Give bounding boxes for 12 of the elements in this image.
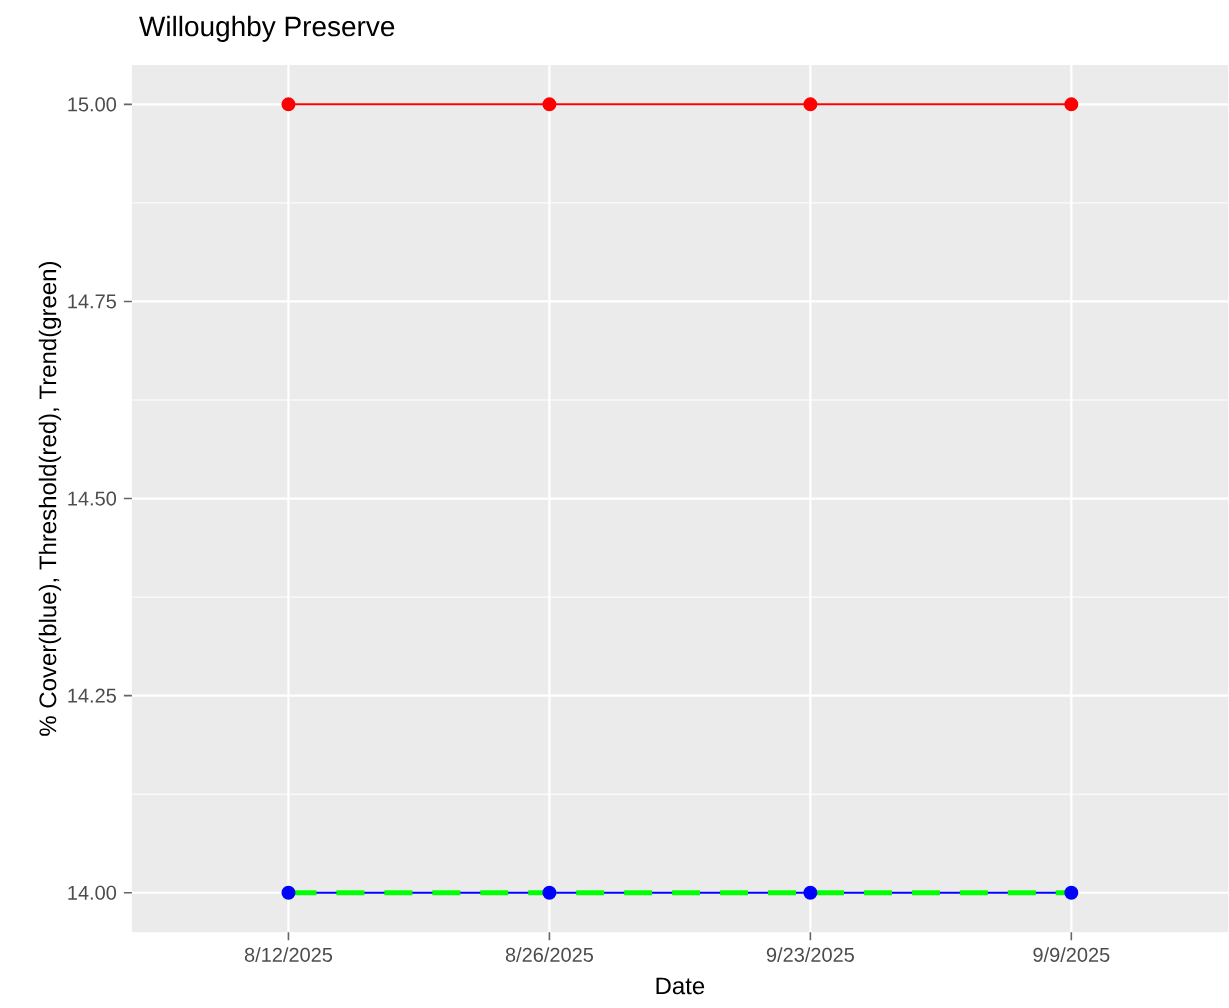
x-tick-label: 8/26/2025 — [505, 947, 594, 962]
x-tick-label: 9/9/2025 — [1033, 947, 1110, 962]
y-axis-title: % Cover(blue), Threshold(red), Trend(green) — [38, 261, 62, 736]
chart-title: Willoughby Preserve — [139, 15, 395, 42]
y-tick-label: 14.50 — [68, 491, 117, 506]
y-tick-label: 14.00 — [68, 885, 117, 900]
x-tick-label: 8/12/2025 — [244, 947, 333, 962]
y-tick-label: 15.00 — [68, 97, 117, 112]
x-tick-label: 9/23/2025 — [766, 947, 854, 962]
x-axis-title: Date — [656, 977, 705, 995]
y-tick-label: 14.25 — [68, 688, 116, 703]
y-tick-label: 14.75 — [68, 294, 116, 309]
